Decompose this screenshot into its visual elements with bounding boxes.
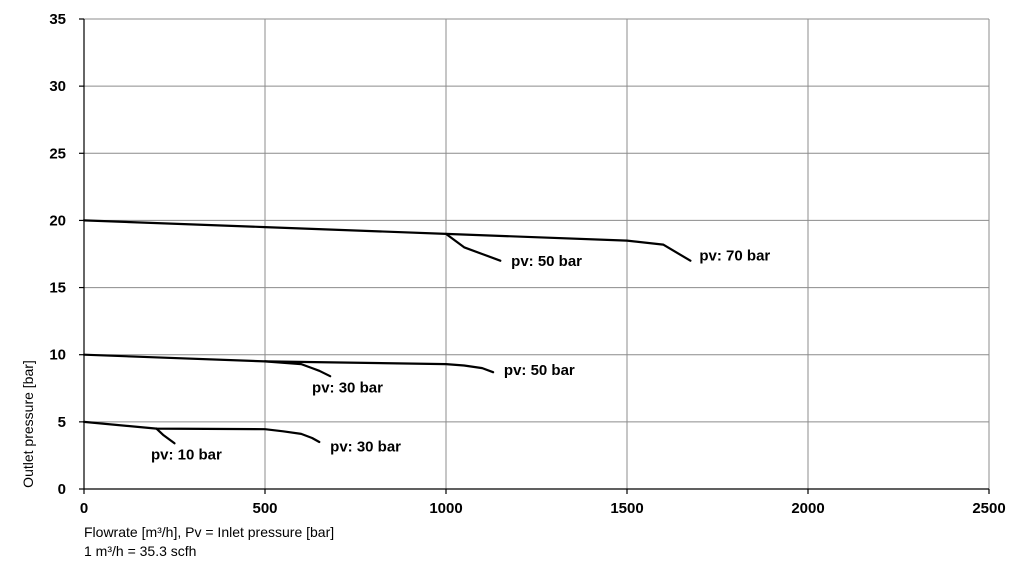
series-line (82, 353, 495, 374)
chart-tick-labels: 0 5 10 15 20 25 30 35 0 500 1000 1500 2000 2500 (49, 11, 1005, 517)
y-tick-label: 25 (49, 145, 66, 162)
y-tick-label: 35 (49, 11, 66, 28)
curve-annotation: pv: 50 bar (511, 253, 582, 270)
x-axis-label: Flowrate [m³/h], Pv = Inlet pressure [ba… (84, 524, 335, 540)
series-line (82, 219, 692, 262)
x-tick-label: 2500 (972, 500, 1005, 517)
curve-annotation: pv: 50 bar (504, 362, 575, 379)
y-tick-label: 15 (49, 280, 66, 297)
x-tick-label: 1000 (429, 500, 462, 517)
chart-annotations: pv: 70 bar pv: 50 bar pv: 50 bar pv: 30 bar… (151, 248, 770, 464)
curve-annotation: pv: 70 bar (699, 248, 770, 265)
curve-annotation: pv: 10 bar (151, 446, 222, 463)
series-line (82, 420, 321, 444)
y-tick-label: 5 (58, 414, 66, 431)
series-line (155, 427, 176, 445)
chart-series (82, 219, 692, 445)
chart-axes (79, 18, 990, 494)
chart-grid (84, 18, 990, 489)
series-line (263, 360, 332, 378)
curve-annotation: pv: 30 bar (330, 438, 401, 455)
x-tick-label: 1500 (610, 500, 643, 517)
unit-conversion-note: 1 m³/h = 35.3 scfh (84, 543, 197, 559)
y-tick-label: 0 (58, 481, 66, 498)
x-tick-label: 500 (252, 500, 277, 517)
y-tick-label: 30 (49, 78, 66, 95)
x-tick-label: 2000 (791, 500, 824, 517)
y-axis-label: Outlet pressure [bar] (20, 360, 36, 488)
y-tick-label: 20 (49, 212, 66, 229)
x-tick-label: 0 (80, 500, 88, 517)
y-tick-label: 10 (49, 347, 66, 364)
series-line (444, 232, 502, 262)
curve-annotation: pv: 30 bar (312, 379, 383, 396)
